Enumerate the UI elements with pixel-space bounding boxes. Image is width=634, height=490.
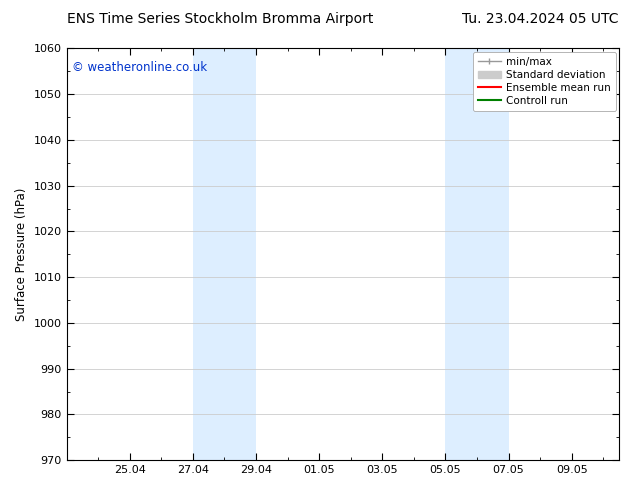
Text: Tu. 23.04.2024 05 UTC: Tu. 23.04.2024 05 UTC	[462, 12, 619, 26]
Legend: min/max, Standard deviation, Ensemble mean run, Controll run: min/max, Standard deviation, Ensemble me…	[472, 51, 616, 111]
Bar	[445, 49, 508, 460]
Bar	[193, 49, 256, 460]
Text: ENS Time Series Stockholm Bromma Airport: ENS Time Series Stockholm Bromma Airport	[67, 12, 373, 26]
Y-axis label: Surface Pressure (hPa): Surface Pressure (hPa)	[15, 188, 28, 321]
Text: © weatheronline.co.uk: © weatheronline.co.uk	[72, 61, 207, 74]
